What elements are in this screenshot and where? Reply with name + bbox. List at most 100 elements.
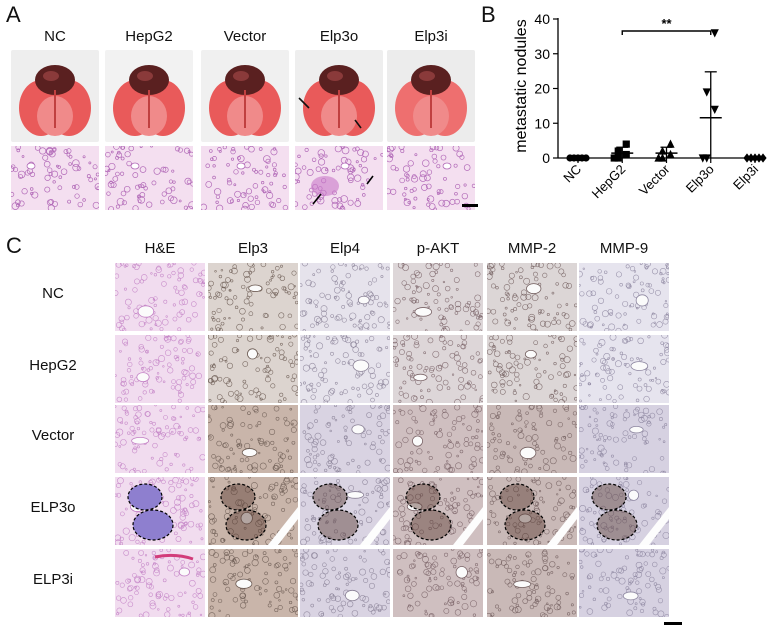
tissue-texture xyxy=(487,477,577,545)
tissue-texture xyxy=(208,477,298,545)
ihc-tile xyxy=(208,263,298,331)
data-point xyxy=(614,147,622,155)
x-tick-label-vector: Vector xyxy=(636,161,673,198)
tissue-texture xyxy=(579,405,668,473)
he-section xyxy=(105,146,193,210)
ihc-tile xyxy=(115,405,205,473)
panel-a-header-vector: Vector xyxy=(223,28,267,45)
data-point xyxy=(614,154,622,162)
ihc-tile xyxy=(579,549,669,617)
panel-c-header-elp4: Elp4 xyxy=(329,240,361,257)
tissue-texture xyxy=(115,405,205,473)
y-tick-label: 0 xyxy=(542,150,550,166)
ihc-tile xyxy=(300,263,390,331)
data-point xyxy=(666,149,675,159)
tissue-texture xyxy=(396,549,483,617)
tissue-texture xyxy=(115,549,205,617)
he-texture xyxy=(105,146,193,210)
scale-bar-c xyxy=(664,622,682,625)
lung-photo xyxy=(201,50,289,142)
panel-c-row-nc: NC xyxy=(42,285,64,302)
ihc-tile xyxy=(208,477,298,545)
tissue-texture xyxy=(393,405,483,473)
tissue-texture xyxy=(300,263,390,331)
tissue-texture xyxy=(393,335,483,403)
ihc-tile xyxy=(487,549,577,617)
ihc-tile xyxy=(487,477,577,545)
ihc-tile xyxy=(487,335,577,403)
tissue-texture xyxy=(208,335,298,403)
tissue-texture xyxy=(300,477,390,545)
tissue-texture xyxy=(393,477,483,545)
ihc-tile xyxy=(487,405,577,473)
series-nc xyxy=(566,154,590,162)
ihc-tile xyxy=(579,263,669,331)
panel-c-row-hepg2: HepG2 xyxy=(29,357,77,374)
metastatic-nodules-chart: metastatic nodules 0 10 20 30 40 NC HepG2 Vecto… xyxy=(513,11,767,202)
he-section xyxy=(387,146,475,210)
tissue-texture xyxy=(487,335,577,403)
ihc-tile xyxy=(208,405,298,473)
panel-a-header-elp3o: Elp3o xyxy=(319,28,359,45)
tissue-texture xyxy=(300,405,390,473)
ihc-tile xyxy=(115,477,205,545)
panel-c-header-mmp-9: MMP-9 xyxy=(599,240,649,257)
data-point xyxy=(702,88,711,97)
data-point xyxy=(702,154,711,163)
lung-illustration xyxy=(19,65,91,136)
lung-illustration xyxy=(209,65,281,136)
tissue-texture xyxy=(208,549,298,617)
lung-illustration xyxy=(395,65,467,136)
tissue-texture xyxy=(487,263,577,331)
tissue-texture xyxy=(393,263,483,331)
data-point xyxy=(710,105,719,114)
panel-c-header-h-e: H&E xyxy=(144,240,176,257)
ihc-tile xyxy=(300,549,390,617)
lung-photo xyxy=(387,50,475,142)
tissue-texture xyxy=(487,405,577,473)
he-texture xyxy=(295,146,383,210)
ihc-tile xyxy=(115,263,205,331)
panel-c-row-elp3i: ELP3i xyxy=(32,571,74,588)
lung-photo xyxy=(105,50,193,142)
data-point xyxy=(622,140,630,148)
ihc-tile xyxy=(393,405,483,473)
data-point xyxy=(610,154,618,162)
scale-bar-a xyxy=(462,204,478,207)
tissue-texture xyxy=(487,549,576,617)
chart-marks: ** xyxy=(566,16,767,163)
ihc-tile xyxy=(393,335,483,403)
series-hepg2 xyxy=(610,140,634,162)
ihc-tile xyxy=(208,549,298,617)
y-tick-label: 10 xyxy=(534,115,550,131)
series-vector xyxy=(654,139,678,162)
y-tick-label: 20 xyxy=(534,81,550,97)
data-point xyxy=(710,29,719,38)
x-tick-label-elp3i: Elp3i xyxy=(730,161,761,192)
tissue-texture xyxy=(115,263,205,331)
x-tick-label-hepg2: HepG2 xyxy=(589,162,629,202)
lung-photo xyxy=(11,50,99,142)
panel-c-header-mmp-2: MMP-2 xyxy=(507,240,557,257)
ihc-tile xyxy=(487,263,577,331)
he-texture xyxy=(11,146,99,210)
lung-photo xyxy=(295,50,383,142)
ihc-tile xyxy=(300,405,390,473)
tissue-texture xyxy=(579,477,669,545)
ihc-tile xyxy=(300,477,390,545)
ihc-tile xyxy=(579,335,669,403)
he-texture xyxy=(201,146,289,210)
ihc-tile xyxy=(579,405,669,473)
data-point xyxy=(622,150,630,159)
he-texture xyxy=(387,146,475,210)
data-point xyxy=(658,153,667,162)
tissue-texture xyxy=(115,477,204,545)
panel-a-header-hepg2: HepG2 xyxy=(125,28,173,45)
x-tick-label-nc: NC xyxy=(560,162,584,186)
significance-bracket xyxy=(621,30,712,35)
panel-c-header-elp3: Elp3 xyxy=(237,240,269,257)
panel-c-label: C xyxy=(6,233,22,258)
panel-a-header-elp3i: Elp3i xyxy=(414,28,448,45)
ihc-tile xyxy=(393,549,483,617)
tissue-texture xyxy=(300,335,390,403)
